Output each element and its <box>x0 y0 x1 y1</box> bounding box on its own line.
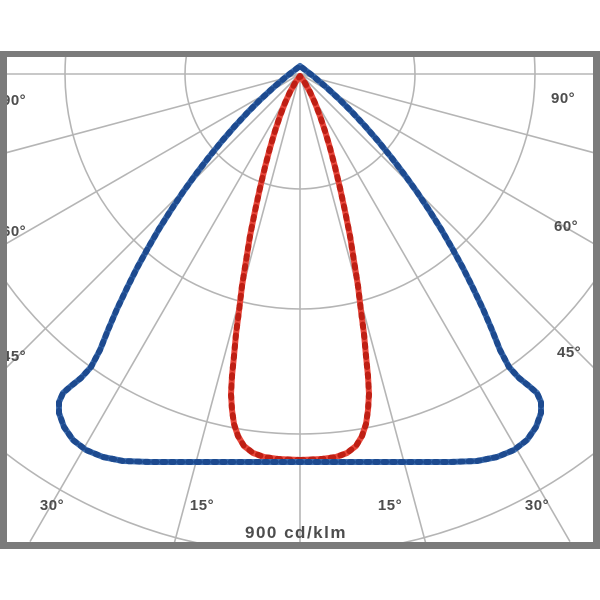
polar-grid-ray <box>29 73 301 543</box>
frame-right <box>593 51 600 549</box>
polar-grid-ray <box>299 73 571 543</box>
polar-grid-ray <box>173 73 301 543</box>
frame-left <box>0 51 7 549</box>
angle-label: 90° <box>2 92 26 109</box>
polar-grid-ray <box>299 73 593 369</box>
polar-grid-ray <box>299 73 593 154</box>
unit-label: 900 cd/klm <box>245 523 347 542</box>
polar-grid-ray <box>7 73 301 245</box>
angle-label: 90° <box>551 90 575 107</box>
angle-label: 45° <box>557 344 581 361</box>
wide-beam-curve-dots <box>56 63 544 465</box>
polar-grid-ray <box>7 73 301 154</box>
angle-label: 15° <box>378 497 402 514</box>
polar-grid-ray <box>299 73 593 245</box>
frame-top <box>0 51 600 57</box>
angle-label: 15° <box>190 497 214 514</box>
angle-label: 30° <box>40 497 64 514</box>
angle-label: 45° <box>2 348 26 365</box>
frame-bottom <box>0 542 600 549</box>
polar-grid-ray <box>7 73 301 369</box>
angle-label: 60° <box>2 223 26 240</box>
angle-label: 30° <box>525 497 549 514</box>
narrow-beam-curve-dots <box>228 73 372 463</box>
angle-label: 60° <box>554 218 578 235</box>
polar-grid-ray <box>299 73 427 543</box>
beam-curves <box>56 63 544 465</box>
